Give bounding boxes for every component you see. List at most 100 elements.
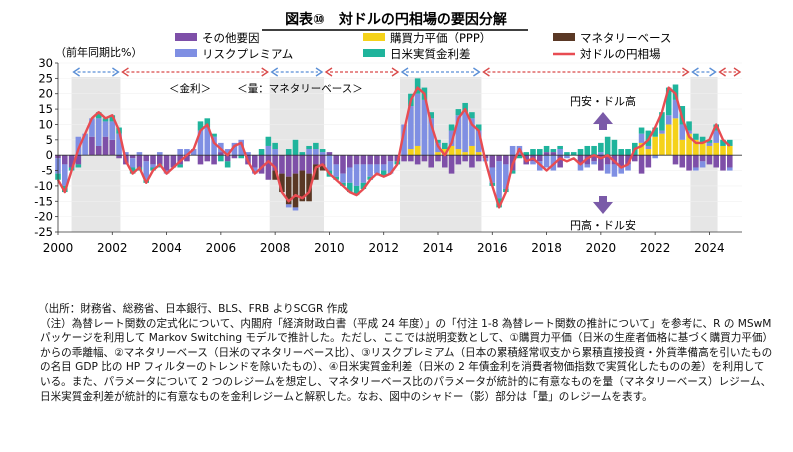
bar-segment xyxy=(129,167,136,174)
bar-segment xyxy=(699,136,706,143)
y-tick-label: -10 xyxy=(34,179,53,193)
legend-label: マネタリーベース xyxy=(580,31,671,45)
bar-segment xyxy=(591,155,597,162)
bar-segment xyxy=(136,152,143,156)
bar-segment xyxy=(265,155,272,180)
bar-segment xyxy=(462,102,468,113)
arrow-down-icon xyxy=(593,202,613,214)
annotation-yen-strong: 円高・ドル安 xyxy=(570,218,636,232)
regime-arrow-head-right xyxy=(315,67,324,77)
bar-segment xyxy=(448,124,455,131)
bar-segment xyxy=(197,130,204,156)
bar-segment xyxy=(611,164,618,177)
bar-segment xyxy=(665,87,672,116)
bar-segment xyxy=(509,170,516,174)
bar-segment xyxy=(123,152,129,156)
bar-segment xyxy=(428,155,434,168)
bar-segment xyxy=(285,204,292,208)
bar-segment xyxy=(469,145,475,156)
regime-arrow-head-left xyxy=(72,67,80,77)
y-axis-label: （前年同期比%） xyxy=(55,45,142,59)
bar-segment xyxy=(265,145,272,156)
bar-segment xyxy=(299,155,306,171)
bar-segment xyxy=(699,155,706,162)
bar-segment xyxy=(204,118,211,128)
bar-segment xyxy=(543,155,550,168)
bar-segment xyxy=(632,155,638,162)
bar-segment xyxy=(414,145,421,156)
bar-segment xyxy=(679,124,686,140)
bar-segment xyxy=(455,115,462,150)
bar-segment xyxy=(550,152,557,156)
regime-arrow-head-right xyxy=(682,67,690,77)
bar-segment xyxy=(652,155,658,159)
x-tick-label: 2024 xyxy=(694,241,725,255)
bar-segment xyxy=(713,155,719,168)
arrow-up-stem xyxy=(599,124,607,130)
yen-rate-line xyxy=(56,86,731,209)
bar-segment xyxy=(598,142,604,153)
bar-segment xyxy=(693,167,699,171)
bar-segment xyxy=(279,173,285,193)
bar-segment xyxy=(265,136,272,146)
bar-segment xyxy=(252,155,258,168)
bar-segment xyxy=(448,145,455,156)
bar-segment xyxy=(380,170,387,177)
bar-segment xyxy=(706,142,713,146)
bar-segment xyxy=(109,115,116,122)
bar-segment xyxy=(679,155,686,168)
bar-segment xyxy=(82,133,88,156)
bar-segment xyxy=(659,133,665,156)
bar-segment xyxy=(604,136,611,156)
bar-segment xyxy=(319,149,326,153)
bar-segment xyxy=(292,173,299,208)
bar-segment xyxy=(442,149,448,156)
bar-segment xyxy=(625,155,631,165)
bar-segment xyxy=(706,155,713,165)
regime-arrow-head-right xyxy=(112,67,120,77)
bar-segment xyxy=(374,155,380,165)
bar-segment xyxy=(157,152,163,156)
bar-segment xyxy=(333,164,339,177)
bar-segment xyxy=(102,118,109,122)
bar-segment xyxy=(408,149,414,156)
x-tick-label: 2008 xyxy=(260,241,291,255)
bar-segment xyxy=(570,152,577,156)
bar-segment xyxy=(306,155,312,174)
legend-swatch xyxy=(175,49,197,57)
bar-segment xyxy=(530,161,536,165)
bar-segment xyxy=(306,149,312,156)
regime-arrows xyxy=(72,67,742,77)
legend-label: 日米実質金利差 xyxy=(390,47,471,61)
bar-segment xyxy=(211,136,217,156)
bar-segment xyxy=(706,145,713,156)
bar-segment xyxy=(143,161,149,180)
bar-segment xyxy=(387,155,394,162)
chart-figure: 図表⑩ 対ドルの円相場の要因分解 その他要因 購買力平価（PPP） マネタリーベース… xyxy=(34,11,742,255)
bar-segment xyxy=(652,136,658,156)
bar-segment xyxy=(638,127,645,134)
legend-label: 購買力平価（PPP） xyxy=(390,31,491,45)
regime-arrow-head-left xyxy=(482,67,490,77)
bar-segment xyxy=(584,145,591,156)
bar-segment xyxy=(353,164,360,186)
regime-arrow-head-left xyxy=(400,67,409,77)
bar-segment xyxy=(720,145,726,156)
arrow-down-stem xyxy=(599,196,607,202)
bar-segment xyxy=(564,155,570,159)
bar-segment xyxy=(462,112,468,153)
regime-arrow-head-left xyxy=(691,67,699,77)
bar-segment xyxy=(645,145,652,150)
bar-segment xyxy=(285,149,292,156)
bar-segment xyxy=(401,155,407,162)
bar-segment xyxy=(659,130,665,134)
bar-segment xyxy=(224,149,231,156)
bar-segment xyxy=(380,155,387,165)
bar-segment xyxy=(136,155,143,168)
bar-segment xyxy=(211,155,217,165)
bar-segment xyxy=(503,164,509,189)
bar-segment xyxy=(435,155,441,162)
bar-segment xyxy=(645,155,652,168)
bar-segment xyxy=(360,182,367,189)
bar-segment xyxy=(231,155,238,159)
